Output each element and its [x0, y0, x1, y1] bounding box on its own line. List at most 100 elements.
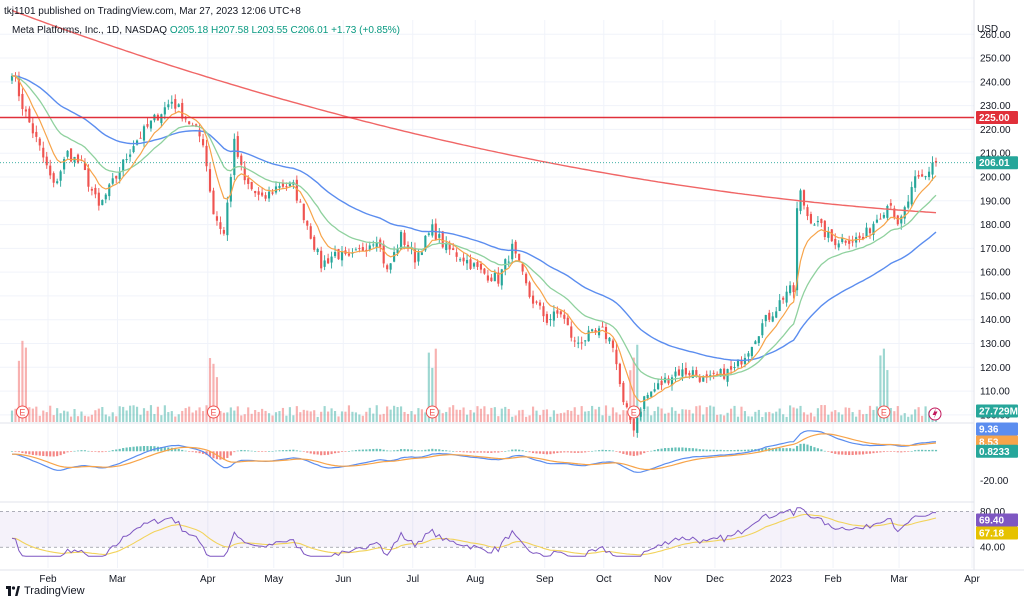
macd-histogram-bar [875, 451, 879, 453]
rsi-axis-label: 80.00 [980, 507, 1005, 518]
candle-body [160, 114, 163, 124]
volume-bar [778, 408, 781, 422]
macd-histogram-bar [820, 449, 823, 452]
candle-body [445, 242, 448, 251]
volume-bar [896, 406, 899, 422]
macd-histogram-bar [115, 449, 118, 452]
candle-body [243, 166, 246, 181]
volume-bar [799, 405, 802, 422]
candle-body [31, 123, 34, 134]
candle-body [771, 316, 774, 322]
candle-body [910, 187, 913, 205]
volume-bar [830, 411, 833, 422]
volume-bar [820, 405, 823, 422]
candle-body [49, 165, 52, 176]
time-axis[interactable]: Feb Mar Apr May Jun Jul Aug Sep Oct Nov Dec 2023 Feb… [39, 574, 980, 585]
macd-histogram-bar [441, 449, 444, 452]
volume-bar [420, 409, 423, 422]
candle-body [507, 261, 510, 263]
time-axis-label: Apr [964, 574, 980, 585]
volume-bar [691, 413, 694, 422]
tradingview-logo[interactable]: TradingView [6, 585, 85, 597]
volume-bar [347, 405, 351, 422]
macd-histogram-bar [146, 446, 149, 452]
earnings-marker-circle [627, 405, 641, 419]
volume-bar [750, 416, 753, 422]
tradingview-brand-text: TradingView [24, 585, 85, 597]
volume-bar [340, 411, 344, 422]
volume-bar [677, 413, 681, 422]
macd-histogram-bar [455, 451, 458, 452]
candle-body [750, 346, 753, 357]
volume-bar [632, 357, 635, 422]
macd-histogram-bar [591, 450, 594, 452]
macd-histogram-bar [250, 450, 253, 452]
candle-body [382, 244, 385, 264]
macd-tag-bg [976, 422, 1018, 436]
volume-bar [403, 411, 406, 422]
rsi-band [0, 511, 974, 548]
macd-histogram-bar [604, 450, 608, 452]
volume-bar [90, 414, 93, 422]
candle-body [101, 200, 104, 206]
candle-body [802, 190, 806, 206]
candle-body [921, 174, 924, 177]
candle-body [604, 326, 608, 340]
macd-histogram-bar [535, 451, 538, 454]
volume-bar [344, 411, 347, 422]
resistance-tag: 225.00 [976, 111, 1018, 125]
macd-histogram-bar [361, 449, 364, 452]
candle-body [674, 371, 677, 377]
macd-histogram-bar [934, 449, 938, 452]
macd-histogram-bar [198, 451, 201, 454]
candle-body [309, 226, 312, 239]
macd-histogram-bar [525, 451, 528, 452]
macd-histogram-bar [90, 451, 93, 452]
macd-histogram-bar [295, 450, 298, 452]
candle-body [465, 259, 469, 264]
macd-histogram-bar [806, 444, 809, 452]
macd-histogram-bar [868, 451, 872, 454]
macd-histogram-bar [184, 450, 187, 452]
macd-histogram-bar [31, 451, 34, 455]
rsi-tag-text: 69.40 [979, 516, 1004, 527]
candle-body [261, 192, 264, 196]
candle-body [219, 222, 222, 229]
volume-bar [841, 414, 844, 422]
macd-histogram-bar [549, 451, 552, 455]
volume-bar [681, 409, 684, 422]
volume-bar [684, 409, 687, 422]
candle-body [56, 181, 59, 184]
volume-bar [240, 415, 243, 422]
candle-body [393, 252, 396, 262]
candle-body [17, 75, 21, 97]
macd-histogram-bar [160, 447, 163, 452]
candle-body [472, 263, 476, 267]
volume-bar [716, 414, 719, 422]
candle-body [167, 104, 170, 108]
macd-tag-text: 9.36 [979, 425, 999, 436]
volume-bar [379, 414, 382, 422]
candle-body [420, 252, 423, 255]
candle-body [657, 383, 660, 390]
price-axis[interactable]: 100.00110.00120.00130.00140.00150.00160.… [980, 30, 1011, 554]
earnings-marker: E [206, 405, 220, 419]
macd-histogram-bar [219, 451, 222, 460]
candle-body [528, 282, 531, 297]
macd-histogram-bar [795, 445, 799, 452]
macd-histogram-bar [118, 448, 121, 452]
volume-bar [42, 410, 45, 422]
candle-body [636, 417, 639, 433]
symbol-legend[interactable]: Meta Platforms, Inc., 1D, NASDAQ O205.18… [12, 25, 400, 36]
volume-bar [816, 408, 819, 422]
candle-body [563, 314, 566, 319]
macd-histogram-bar [320, 451, 323, 456]
volume-bar [622, 410, 625, 422]
candle-body [900, 216, 903, 224]
rsi-tag-bg [976, 513, 1018, 527]
candle-body [893, 208, 896, 219]
candle-body [469, 259, 472, 269]
volume-bar [507, 408, 510, 422]
candle-body [424, 235, 427, 251]
candle-body [142, 126, 146, 141]
